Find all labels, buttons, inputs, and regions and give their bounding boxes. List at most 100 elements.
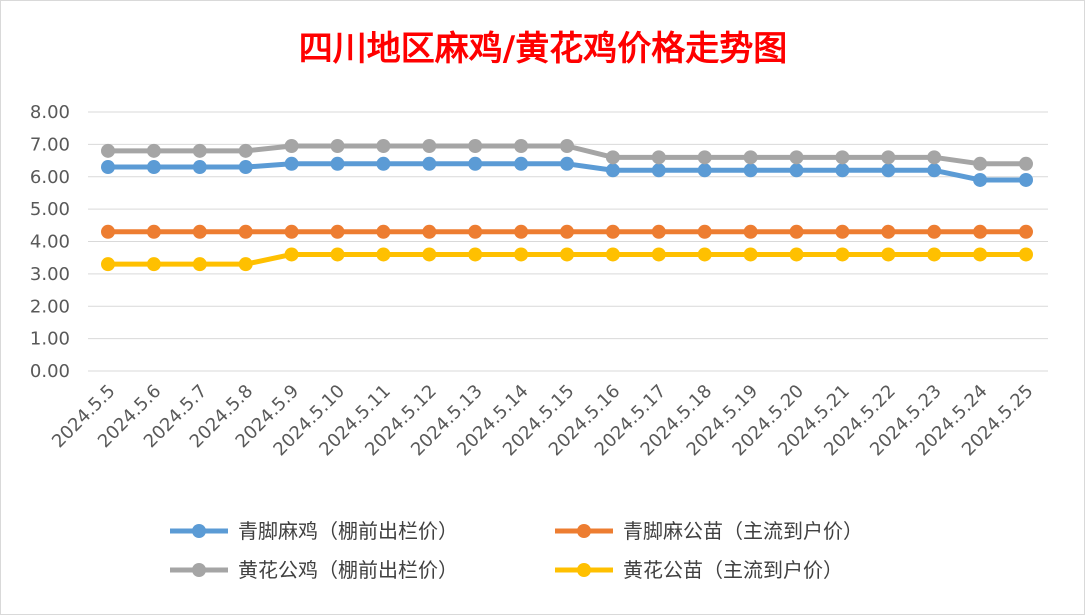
data-point: [743, 247, 758, 262]
data-point: [146, 143, 161, 158]
data-point: [560, 156, 574, 171]
data-point: [284, 138, 299, 153]
x-axis-ticks: 2024.5.52024.5.62024.5.72024.5.82024.5.9…: [48, 381, 1038, 461]
legend-item: 黄花公鸡（棚前出栏价）: [170, 558, 458, 582]
data-point: [1019, 247, 1033, 262]
data-point: [1019, 172, 1033, 187]
data-point: [146, 224, 161, 239]
data-point: [238, 143, 253, 158]
data-point: [330, 138, 345, 153]
data-point: [514, 138, 529, 153]
data-point: [192, 257, 207, 272]
data-point: [697, 150, 712, 165]
data-point: [238, 224, 253, 239]
data-point: [881, 224, 896, 239]
legend-swatch-marker: [577, 563, 591, 577]
data-point: [376, 247, 391, 262]
data-point: [651, 247, 666, 262]
y-tick-label: 4.00: [30, 232, 70, 253]
legend-item: 青脚麻鸡（棚前出栏价）: [170, 519, 458, 543]
data-point: [789, 163, 804, 178]
legend-label: 青脚麻公苗（主流到户价）: [623, 519, 863, 543]
legend-swatch-marker: [192, 563, 206, 577]
data-point: [468, 156, 483, 171]
data-point: [973, 156, 988, 171]
data-point: [835, 247, 850, 262]
legend-swatch-marker: [577, 524, 591, 538]
series-line: [101, 224, 1033, 239]
y-tick-label: 1.00: [30, 329, 70, 350]
legend-swatch-marker: [192, 524, 206, 538]
data-point: [422, 247, 437, 262]
data-point: [605, 224, 620, 239]
legend-item: 青脚麻公苗（主流到户价）: [555, 519, 863, 543]
data-point: [468, 138, 483, 153]
data-point: [651, 163, 666, 178]
data-point: [238, 257, 253, 272]
series-line: [101, 138, 1033, 171]
legend-label: 青脚麻鸡（棚前出栏价）: [238, 519, 458, 543]
data-point: [605, 163, 620, 178]
data-point: [743, 163, 758, 178]
data-point: [101, 160, 115, 175]
data-point: [238, 160, 253, 175]
y-tick-label: 2.00: [30, 296, 70, 317]
data-point: [376, 156, 391, 171]
data-point: [789, 224, 804, 239]
data-point: [514, 156, 529, 171]
data-point: [560, 138, 574, 153]
data-point: [468, 224, 483, 239]
data-point: [146, 257, 161, 272]
data-point: [284, 224, 299, 239]
data-point: [927, 163, 942, 178]
data-point: [927, 224, 942, 239]
y-tick-label: 0.00: [30, 361, 70, 382]
data-point: [101, 224, 115, 239]
data-point: [973, 172, 988, 187]
data-point: [835, 224, 850, 239]
data-point: [101, 143, 115, 158]
series-line: [101, 156, 1033, 187]
data-point: [376, 224, 391, 239]
data-point: [1019, 156, 1033, 171]
data-point: [192, 143, 207, 158]
data-point: [789, 150, 804, 165]
y-tick-label: 8.00: [30, 102, 70, 123]
data-point: [927, 150, 942, 165]
y-tick-label: 3.00: [30, 264, 70, 285]
data-point: [651, 150, 666, 165]
data-point: [789, 247, 804, 262]
data-point: [1019, 224, 1033, 239]
data-point: [697, 247, 712, 262]
data-point: [468, 247, 483, 262]
data-point: [422, 224, 437, 239]
data-point: [284, 156, 299, 171]
y-tick-label: 7.00: [30, 134, 70, 155]
data-point: [881, 163, 896, 178]
y-tick-label: 6.00: [30, 167, 70, 188]
data-point: [422, 156, 437, 171]
data-point: [330, 224, 345, 239]
data-point: [330, 156, 345, 171]
chart-title: 四川地区麻鸡/黄花鸡价格走势图: [299, 29, 787, 69]
data-point: [697, 163, 712, 178]
y-axis-ticks: 0.00 1.00 2.00 3.00 4.00 5.00 6.00 7.00 8.00: [30, 102, 70, 382]
data-point: [284, 247, 299, 262]
legend-label: 黄花公苗（主流到户价）: [623, 558, 843, 582]
data-point: [192, 160, 207, 175]
data-point: [330, 247, 345, 262]
legend-label: 黄花公鸡（棚前出栏价）: [238, 558, 458, 582]
data-point: [835, 150, 850, 165]
data-point: [192, 224, 207, 239]
data-point: [560, 247, 574, 262]
data-point: [743, 224, 758, 239]
data-point: [560, 224, 574, 239]
data-point: [651, 224, 666, 239]
series-group: [101, 138, 1033, 272]
data-point: [376, 138, 391, 153]
series-line: [101, 247, 1033, 272]
data-point: [881, 247, 896, 262]
y-tick-label: 5.00: [30, 199, 70, 220]
